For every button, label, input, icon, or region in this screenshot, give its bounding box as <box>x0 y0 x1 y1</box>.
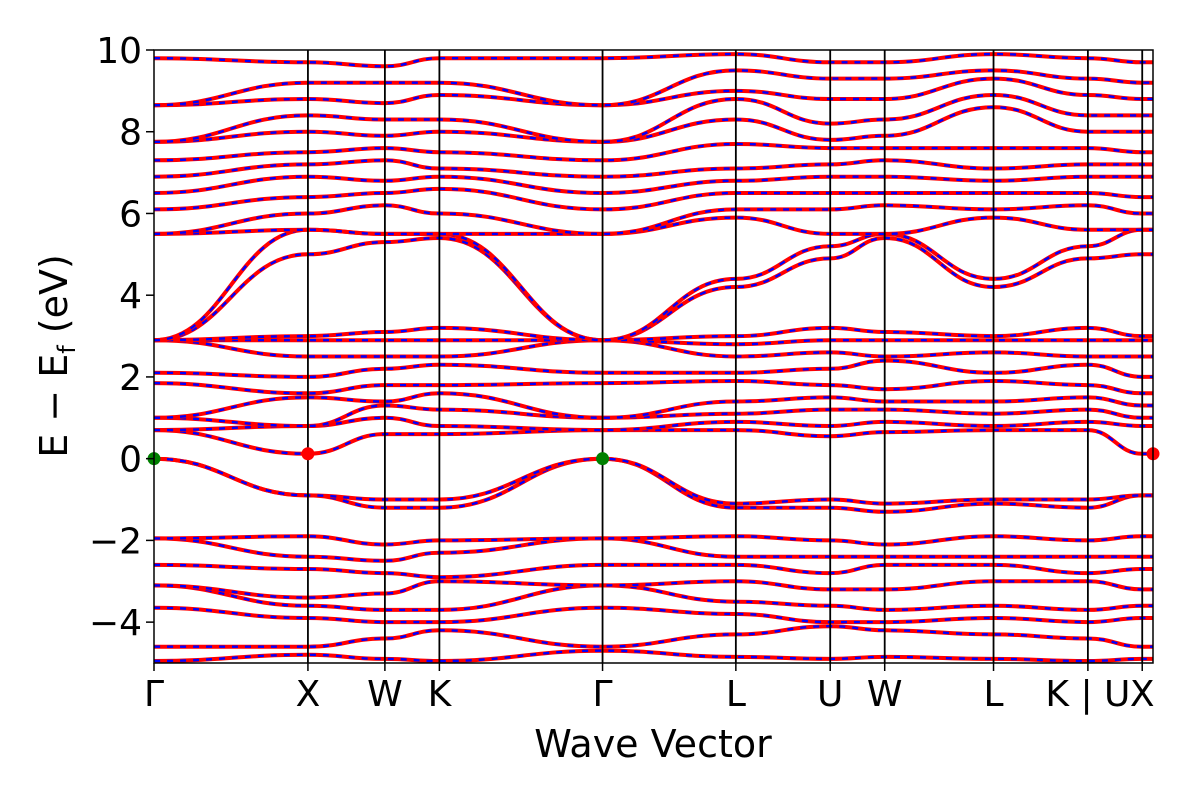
band-line-dashed <box>154 606 1153 624</box>
band-line-dashed <box>154 338 1153 358</box>
band-line-dashed <box>154 537 1153 563</box>
band-line-dashed <box>154 563 1153 579</box>
y-tick-label: −2 <box>89 521 142 562</box>
band-line-dashed <box>154 392 1153 420</box>
kpoint-lines <box>307 50 1144 663</box>
x-tick-label: K | U <box>1045 674 1130 715</box>
x-tick-label: U <box>817 674 843 715</box>
band-line-dashed <box>154 359 1153 379</box>
x-tick-label: K <box>428 674 453 715</box>
x-axis-label: Wave Vector <box>534 722 772 766</box>
band-line-dashed <box>154 187 1153 211</box>
x-tick-label: W <box>867 674 903 715</box>
band-line-dashed <box>154 404 1153 428</box>
band-line-dashed <box>154 142 1153 162</box>
x-tick-label: L <box>983 674 1003 715</box>
y-axis-label-unit: (eV) <box>32 254 76 345</box>
band-line-dashed <box>154 204 1153 236</box>
band-line-dashed <box>154 379 1153 395</box>
band-line-dashed <box>154 105 1153 144</box>
band-line-dashed <box>154 93 1153 144</box>
band-line-dashed <box>154 326 1153 342</box>
y-tick-label: 6 <box>119 194 142 235</box>
band-line-dashed <box>154 69 1153 107</box>
y-axis-label-main: E − E <box>32 354 76 458</box>
y-tick-label: 0 <box>119 440 142 481</box>
band-line-dashed <box>154 175 1153 195</box>
band-line-dashed <box>154 580 1153 599</box>
cbm-marker <box>301 447 315 461</box>
x-tick-label: W <box>367 674 403 715</box>
band-line-dashed <box>154 77 1153 107</box>
vbm-marker <box>596 452 610 466</box>
band-line-dashed <box>154 216 1153 236</box>
y-tick-label: 8 <box>119 113 142 154</box>
band-line-dashed <box>154 624 1153 648</box>
y-tick-label: 2 <box>119 358 142 399</box>
band-line-dashed <box>154 535 1153 546</box>
x-tick-label: L <box>726 674 746 715</box>
band-line-dashed <box>154 416 1153 432</box>
y-axis-label: E − Ef (eV) <box>32 254 81 458</box>
x-tick-label: Γ <box>144 674 164 715</box>
y-tick-label: −4 <box>89 603 142 644</box>
x-tick-label: X <box>296 674 321 715</box>
bands-layer <box>154 52 1153 663</box>
band-line-dashed <box>154 338 1153 346</box>
band-line-dashed <box>154 649 1153 663</box>
y-axis: −4 −2 0 2 4 6 8 10 <box>89 31 154 644</box>
y-axis-label-subscript: f <box>53 345 81 354</box>
band-line-dashed <box>154 52 1153 68</box>
x-tick-label: Γ <box>593 674 613 715</box>
plot-frame <box>153 49 1154 664</box>
band-line-dashed <box>154 428 1153 456</box>
band-line-dashed <box>154 457 1153 514</box>
band-line-dashed <box>154 584 1153 612</box>
y-tick-label: 10 <box>96 31 142 72</box>
band-line-dashed <box>154 236 1153 342</box>
band-line-dashed <box>154 159 1153 178</box>
band-line-dashed <box>154 457 1153 505</box>
x-tick-label: X <box>1130 674 1155 715</box>
y-tick-label: 4 <box>119 276 142 317</box>
